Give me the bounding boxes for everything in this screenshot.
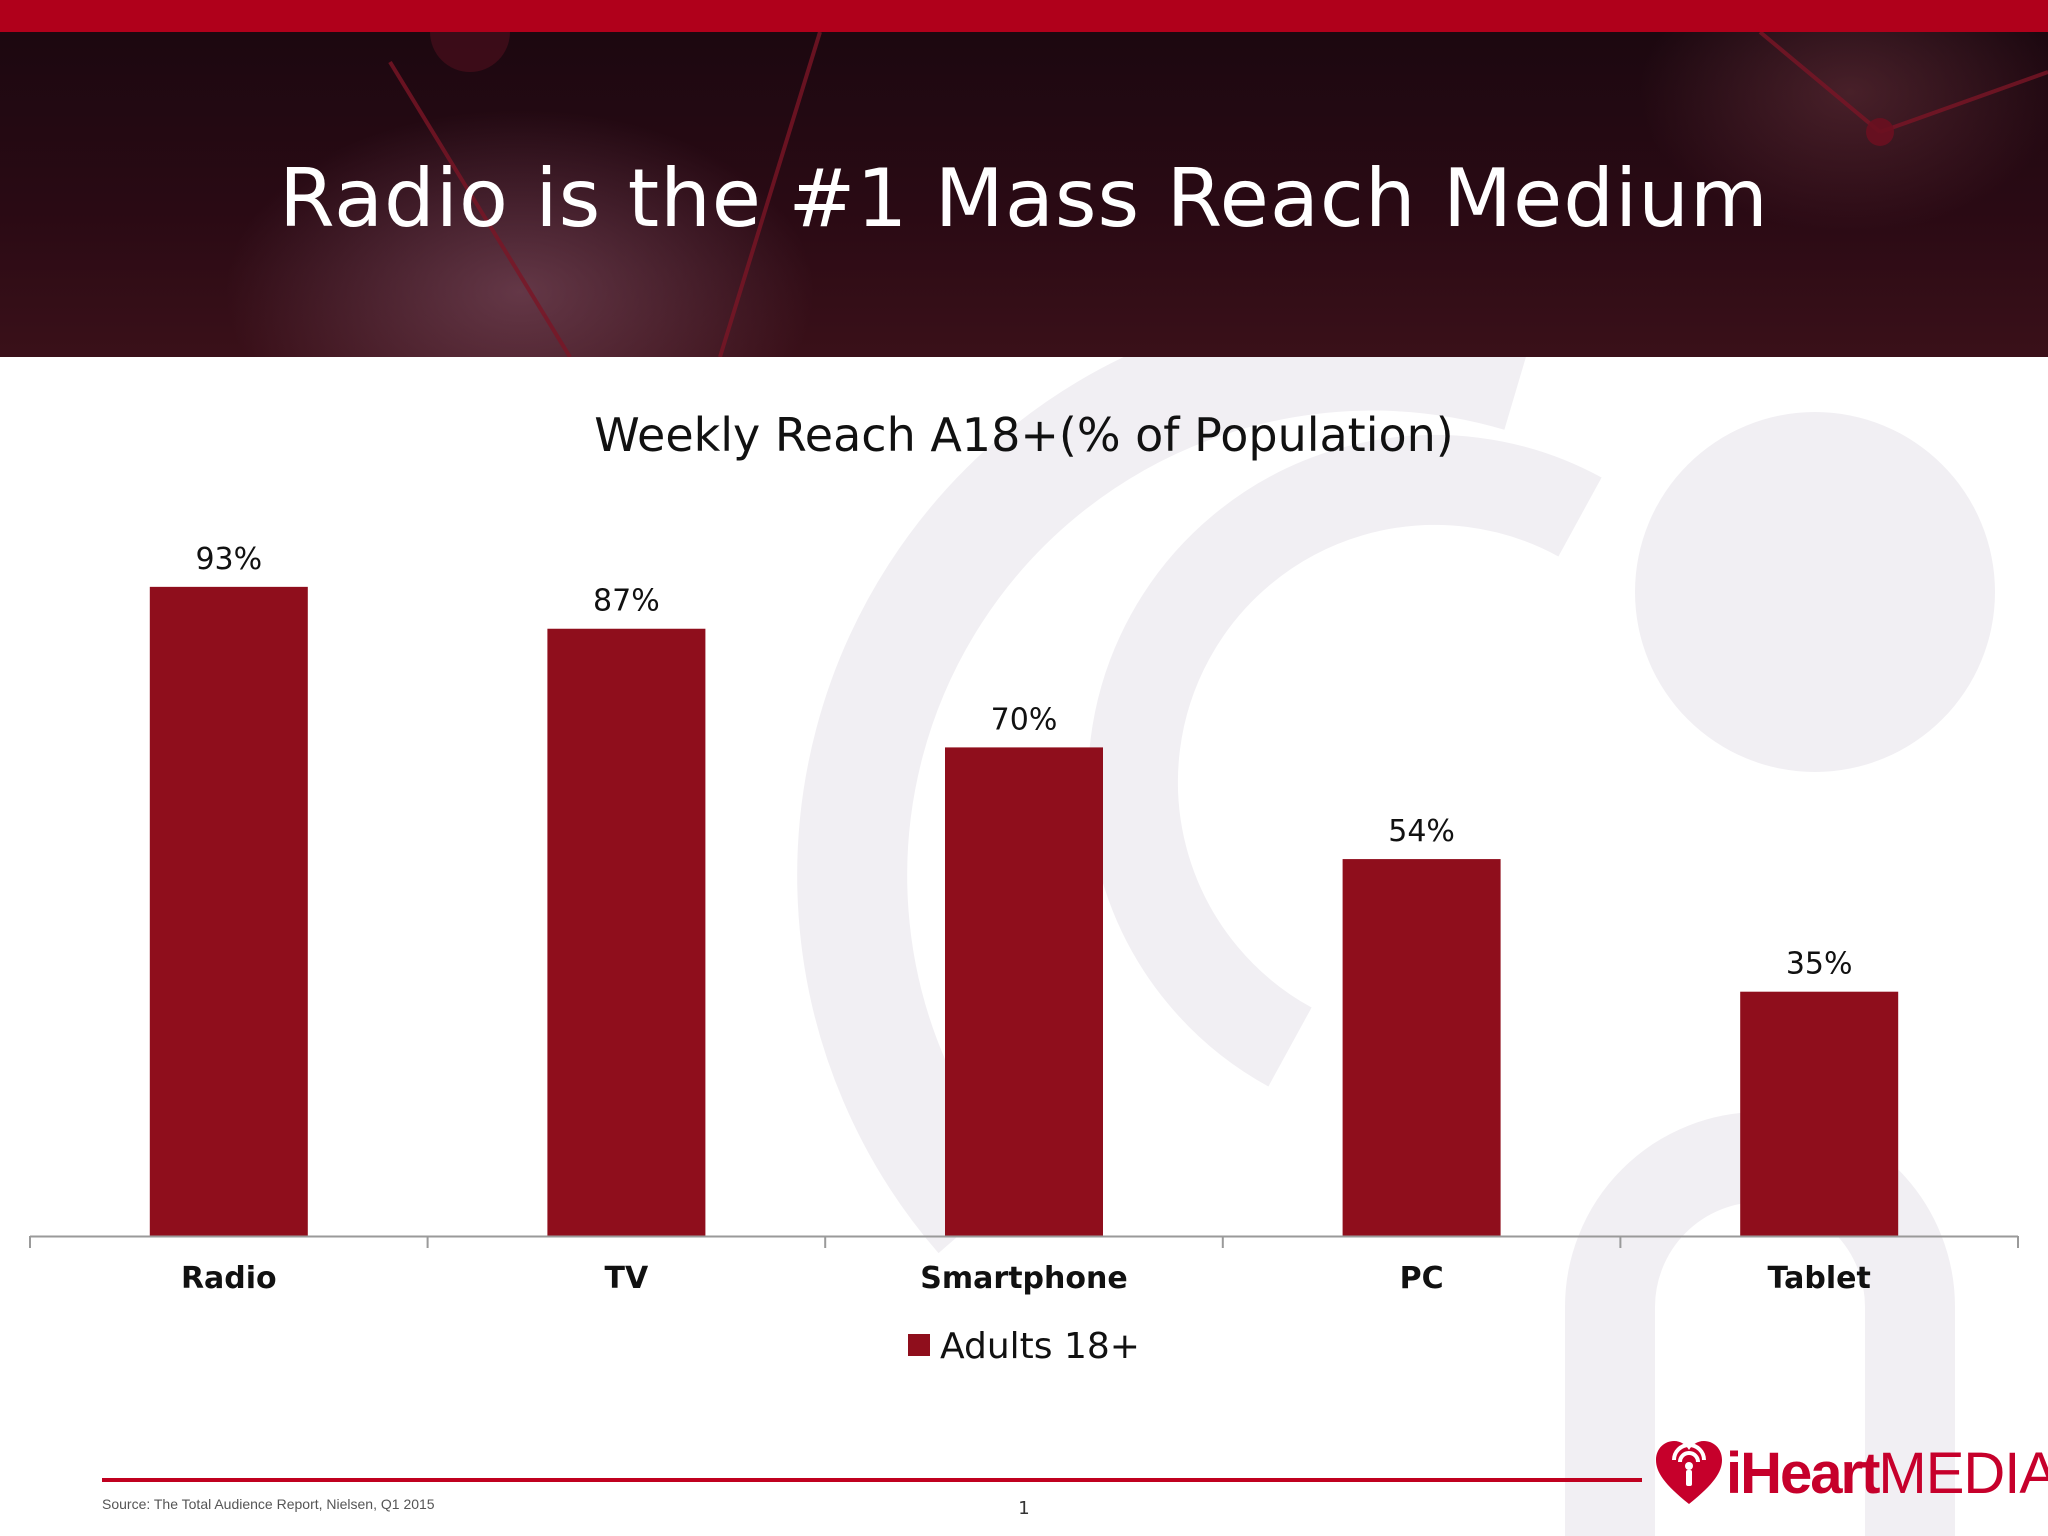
data-label-radio: 93% xyxy=(195,542,262,577)
bar-chart: 93% 87% 70% 54% 35% Radio TV Smartphone PC Table… xyxy=(29,542,2019,1296)
bar-pc xyxy=(1342,859,1501,1236)
data-label-smartphone: 70% xyxy=(991,702,1058,737)
footer-divider xyxy=(102,1478,1642,1482)
x-tick-label-tablet: Tablet xyxy=(1768,1261,1871,1296)
legend-label: Adults 18+ xyxy=(940,1326,1140,1367)
bar-tv xyxy=(547,628,706,1236)
page-title: Radio is the #1 Mass Reach Medium xyxy=(279,152,1769,245)
bar-smartphone xyxy=(945,747,1103,1236)
brand-logo: iHeart MEDIA xyxy=(1652,1438,2048,1508)
data-label-tv: 87% xyxy=(593,584,660,619)
data-label-tablet: 35% xyxy=(1786,947,1853,982)
iheart-logo-icon xyxy=(1656,1441,1722,1504)
top-stripe xyxy=(0,0,2048,32)
x-tick-label-tv: TV xyxy=(605,1261,649,1296)
header-decoration xyxy=(388,32,2048,357)
logo-text-iheart: iHeart xyxy=(1726,1440,1880,1506)
chart-legend: Adults 18+ xyxy=(0,1326,2048,1367)
bar-radio xyxy=(149,586,308,1236)
data-label-pc: 54% xyxy=(1388,814,1455,849)
x-tick-label-pc: PC xyxy=(1400,1261,1444,1296)
legend-swatch xyxy=(908,1334,931,1356)
chart-title: Weekly Reach A18+(% of Population) xyxy=(594,408,1454,462)
header-banner: Radio is the #1 Mass Reach Medium xyxy=(0,32,2048,357)
page-number: 1 xyxy=(1018,1498,1030,1519)
x-tick-label-radio: Radio xyxy=(181,1261,277,1296)
logo-text-media: MEDIA xyxy=(1878,1440,2048,1506)
source-note: Source: The Total Audience Report, Niels… xyxy=(102,1496,435,1512)
bar-tablet xyxy=(1740,991,1899,1236)
x-tick-label-smartphone: Smartphone xyxy=(920,1261,1127,1296)
